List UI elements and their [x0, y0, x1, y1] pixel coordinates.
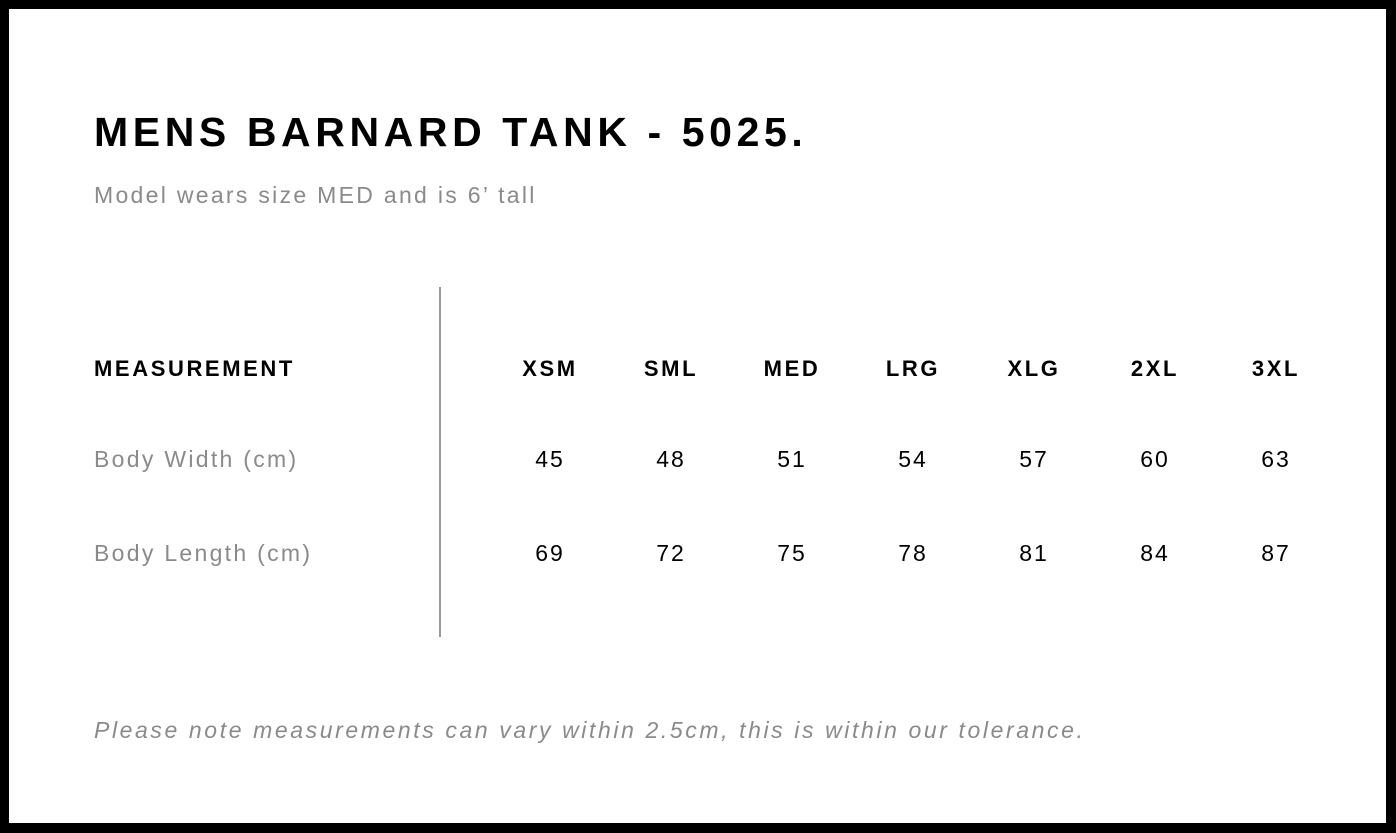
table-cell: 84	[1140, 540, 1170, 566]
table-cell: 81	[1019, 540, 1049, 566]
table-cell: 75	[777, 540, 807, 566]
row-label-body-width: Body Width (cm)	[94, 446, 299, 472]
size-header: 3XL	[1251, 356, 1301, 381]
size-header: LRG	[885, 356, 941, 381]
table-cell: 78	[898, 540, 928, 566]
column-divider	[439, 287, 441, 637]
table-cell: 54	[898, 446, 928, 472]
size-header: SML	[643, 356, 699, 381]
row-label-body-length: Body Length (cm)	[94, 540, 313, 566]
size-chart-card: MENS BARNARD TANK - 5025. Model wears si…	[9, 9, 1386, 823]
table-cell: 57	[1019, 446, 1049, 472]
size-header: XSM	[522, 356, 578, 381]
measurement-header: MEASUREMENT	[94, 356, 295, 381]
subtitle: Model wears size MED and is 6’ tall	[94, 182, 537, 208]
table-cell: 72	[656, 540, 686, 566]
table-cell: 45	[535, 446, 565, 472]
table-cell: 51	[777, 446, 807, 472]
table-cell: 69	[535, 540, 565, 566]
table-cell: 48	[656, 446, 686, 472]
size-header: 2XL	[1130, 356, 1180, 381]
size-header: MED	[763, 356, 821, 381]
size-header: XLG	[1007, 356, 1061, 381]
table-cell: 87	[1261, 540, 1291, 566]
table-cell: 63	[1261, 446, 1291, 472]
page-title: MENS BARNARD TANK - 5025.	[94, 109, 808, 155]
table-cell: 60	[1140, 446, 1170, 472]
tolerance-note: Please note measurements can vary within…	[94, 717, 1086, 743]
